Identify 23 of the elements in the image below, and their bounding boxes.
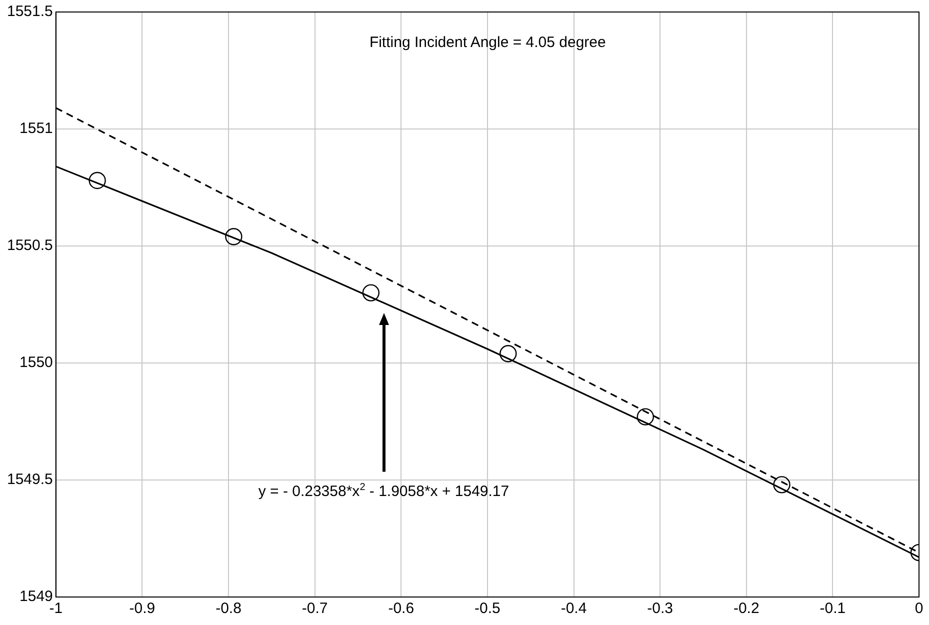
point xyxy=(500,345,517,362)
x-tick-label: -0.8 xyxy=(216,600,242,618)
point xyxy=(88,172,106,190)
point xyxy=(636,408,654,426)
x-tick-label: -0.4 xyxy=(560,600,587,618)
x-tick-label: -0.1 xyxy=(820,600,846,618)
point xyxy=(225,228,242,246)
x-tick-label: -0.5 xyxy=(474,600,500,618)
y-tick-label: 1551.5 xyxy=(6,3,53,20)
x-tick-label: -0.9 xyxy=(129,600,156,618)
y-tick-label: 1549.5 xyxy=(6,471,53,488)
y-tick-label: 1551 xyxy=(20,120,53,138)
x-tick-label: 0 xyxy=(914,600,924,618)
annotation: y = - 0.23358*x$^{2}$ - 1.9058*x + 1549.17 xyxy=(258,482,510,500)
x-tick-label: -0.7 xyxy=(302,600,328,618)
y-tick-label: 1550 xyxy=(20,354,53,372)
y-tick-label: 1550.5 xyxy=(6,237,53,254)
annotation: Fitting Incident Angle = 4.05 degree xyxy=(369,34,606,51)
point xyxy=(362,284,380,302)
x-tick-label: -0.2 xyxy=(733,600,760,618)
x-tick-label: -0.3 xyxy=(647,600,673,618)
point xyxy=(773,476,790,494)
x-tick-label: -0.6 xyxy=(388,600,414,618)
